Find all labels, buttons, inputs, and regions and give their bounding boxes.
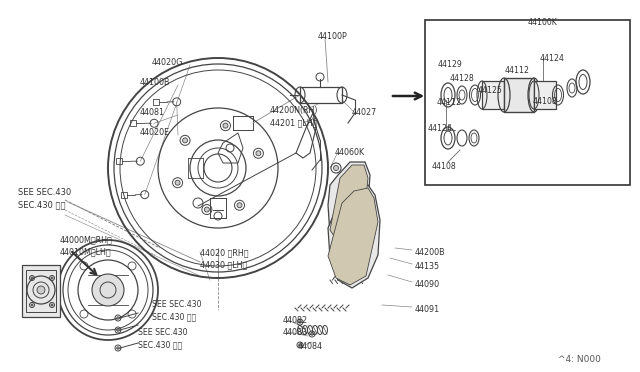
- Text: 44082: 44082: [283, 316, 308, 325]
- Text: 44112: 44112: [505, 66, 530, 75]
- Circle shape: [117, 317, 119, 319]
- Circle shape: [51, 304, 53, 306]
- Polygon shape: [328, 188, 378, 285]
- Text: 44112: 44112: [437, 98, 462, 107]
- Text: 44091: 44091: [415, 305, 440, 314]
- Text: SEC.430 参照: SEC.430 参照: [138, 340, 182, 349]
- Circle shape: [333, 166, 339, 170]
- Text: 44027: 44027: [352, 108, 377, 117]
- Text: 44129: 44129: [438, 60, 463, 69]
- Text: 44030 〈LH〉: 44030 〈LH〉: [200, 260, 247, 269]
- Text: 44010M〈LH〉: 44010M〈LH〉: [60, 247, 111, 256]
- Bar: [504, 78, 534, 112]
- Text: 44200B: 44200B: [415, 248, 445, 257]
- Text: 44100B: 44100B: [140, 78, 170, 87]
- Bar: [22, 265, 60, 317]
- Text: 44128: 44128: [450, 74, 475, 83]
- Text: SEE SEC.430: SEE SEC.430: [152, 300, 202, 309]
- Text: 44200N(RH): 44200N(RH): [270, 106, 319, 115]
- Text: SEE SEC.430: SEE SEC.430: [138, 328, 188, 337]
- Bar: [482, 81, 504, 109]
- Text: 44081: 44081: [140, 108, 165, 117]
- Text: 44100K: 44100K: [528, 18, 557, 27]
- Text: 44083: 44083: [283, 328, 308, 337]
- Text: 44060K: 44060K: [335, 148, 365, 157]
- Circle shape: [311, 333, 313, 335]
- Text: SEC.430 参照: SEC.430 参照: [152, 312, 196, 321]
- Circle shape: [37, 286, 45, 294]
- Circle shape: [175, 180, 180, 185]
- Circle shape: [299, 344, 301, 346]
- Text: 44125: 44125: [478, 86, 503, 95]
- Text: 44124: 44124: [428, 124, 453, 133]
- Bar: [153, 99, 159, 105]
- Text: 44084: 44084: [298, 342, 323, 351]
- Polygon shape: [330, 165, 368, 242]
- Circle shape: [31, 277, 33, 279]
- Circle shape: [204, 207, 209, 212]
- Bar: [130, 120, 136, 126]
- Circle shape: [117, 329, 119, 331]
- Circle shape: [223, 123, 228, 128]
- Bar: [534, 81, 556, 109]
- Text: 44020G: 44020G: [152, 58, 184, 67]
- Text: SEC.430 参照: SEC.430 参照: [18, 200, 65, 209]
- Polygon shape: [328, 162, 370, 245]
- Circle shape: [117, 347, 119, 349]
- Bar: [116, 158, 122, 164]
- Text: 44020 〈RH〉: 44020 〈RH〉: [200, 248, 248, 257]
- Circle shape: [51, 277, 53, 279]
- Text: 44090: 44090: [415, 280, 440, 289]
- Circle shape: [256, 151, 261, 156]
- Bar: [300, 87, 342, 103]
- Text: 44124: 44124: [540, 54, 565, 63]
- Text: 44000M〈RH〉: 44000M〈RH〉: [60, 235, 113, 244]
- Text: 44020E: 44020E: [140, 128, 170, 137]
- Text: 44135: 44135: [415, 262, 440, 271]
- Text: ^4: N000: ^4: N000: [558, 355, 601, 364]
- Text: SEE SEC.430: SEE SEC.430: [18, 188, 71, 197]
- Bar: [425, 20, 630, 185]
- Text: 44108: 44108: [533, 97, 557, 106]
- Circle shape: [299, 321, 301, 323]
- Circle shape: [237, 203, 242, 208]
- Circle shape: [182, 138, 188, 143]
- Bar: [26, 270, 56, 312]
- Circle shape: [92, 274, 124, 306]
- Text: 44201 〈LH〉: 44201 〈LH〉: [270, 118, 317, 127]
- Bar: [121, 192, 127, 198]
- Text: 44108: 44108: [432, 162, 457, 171]
- Polygon shape: [328, 185, 380, 288]
- Text: 44100P: 44100P: [318, 32, 348, 41]
- Circle shape: [31, 304, 33, 306]
